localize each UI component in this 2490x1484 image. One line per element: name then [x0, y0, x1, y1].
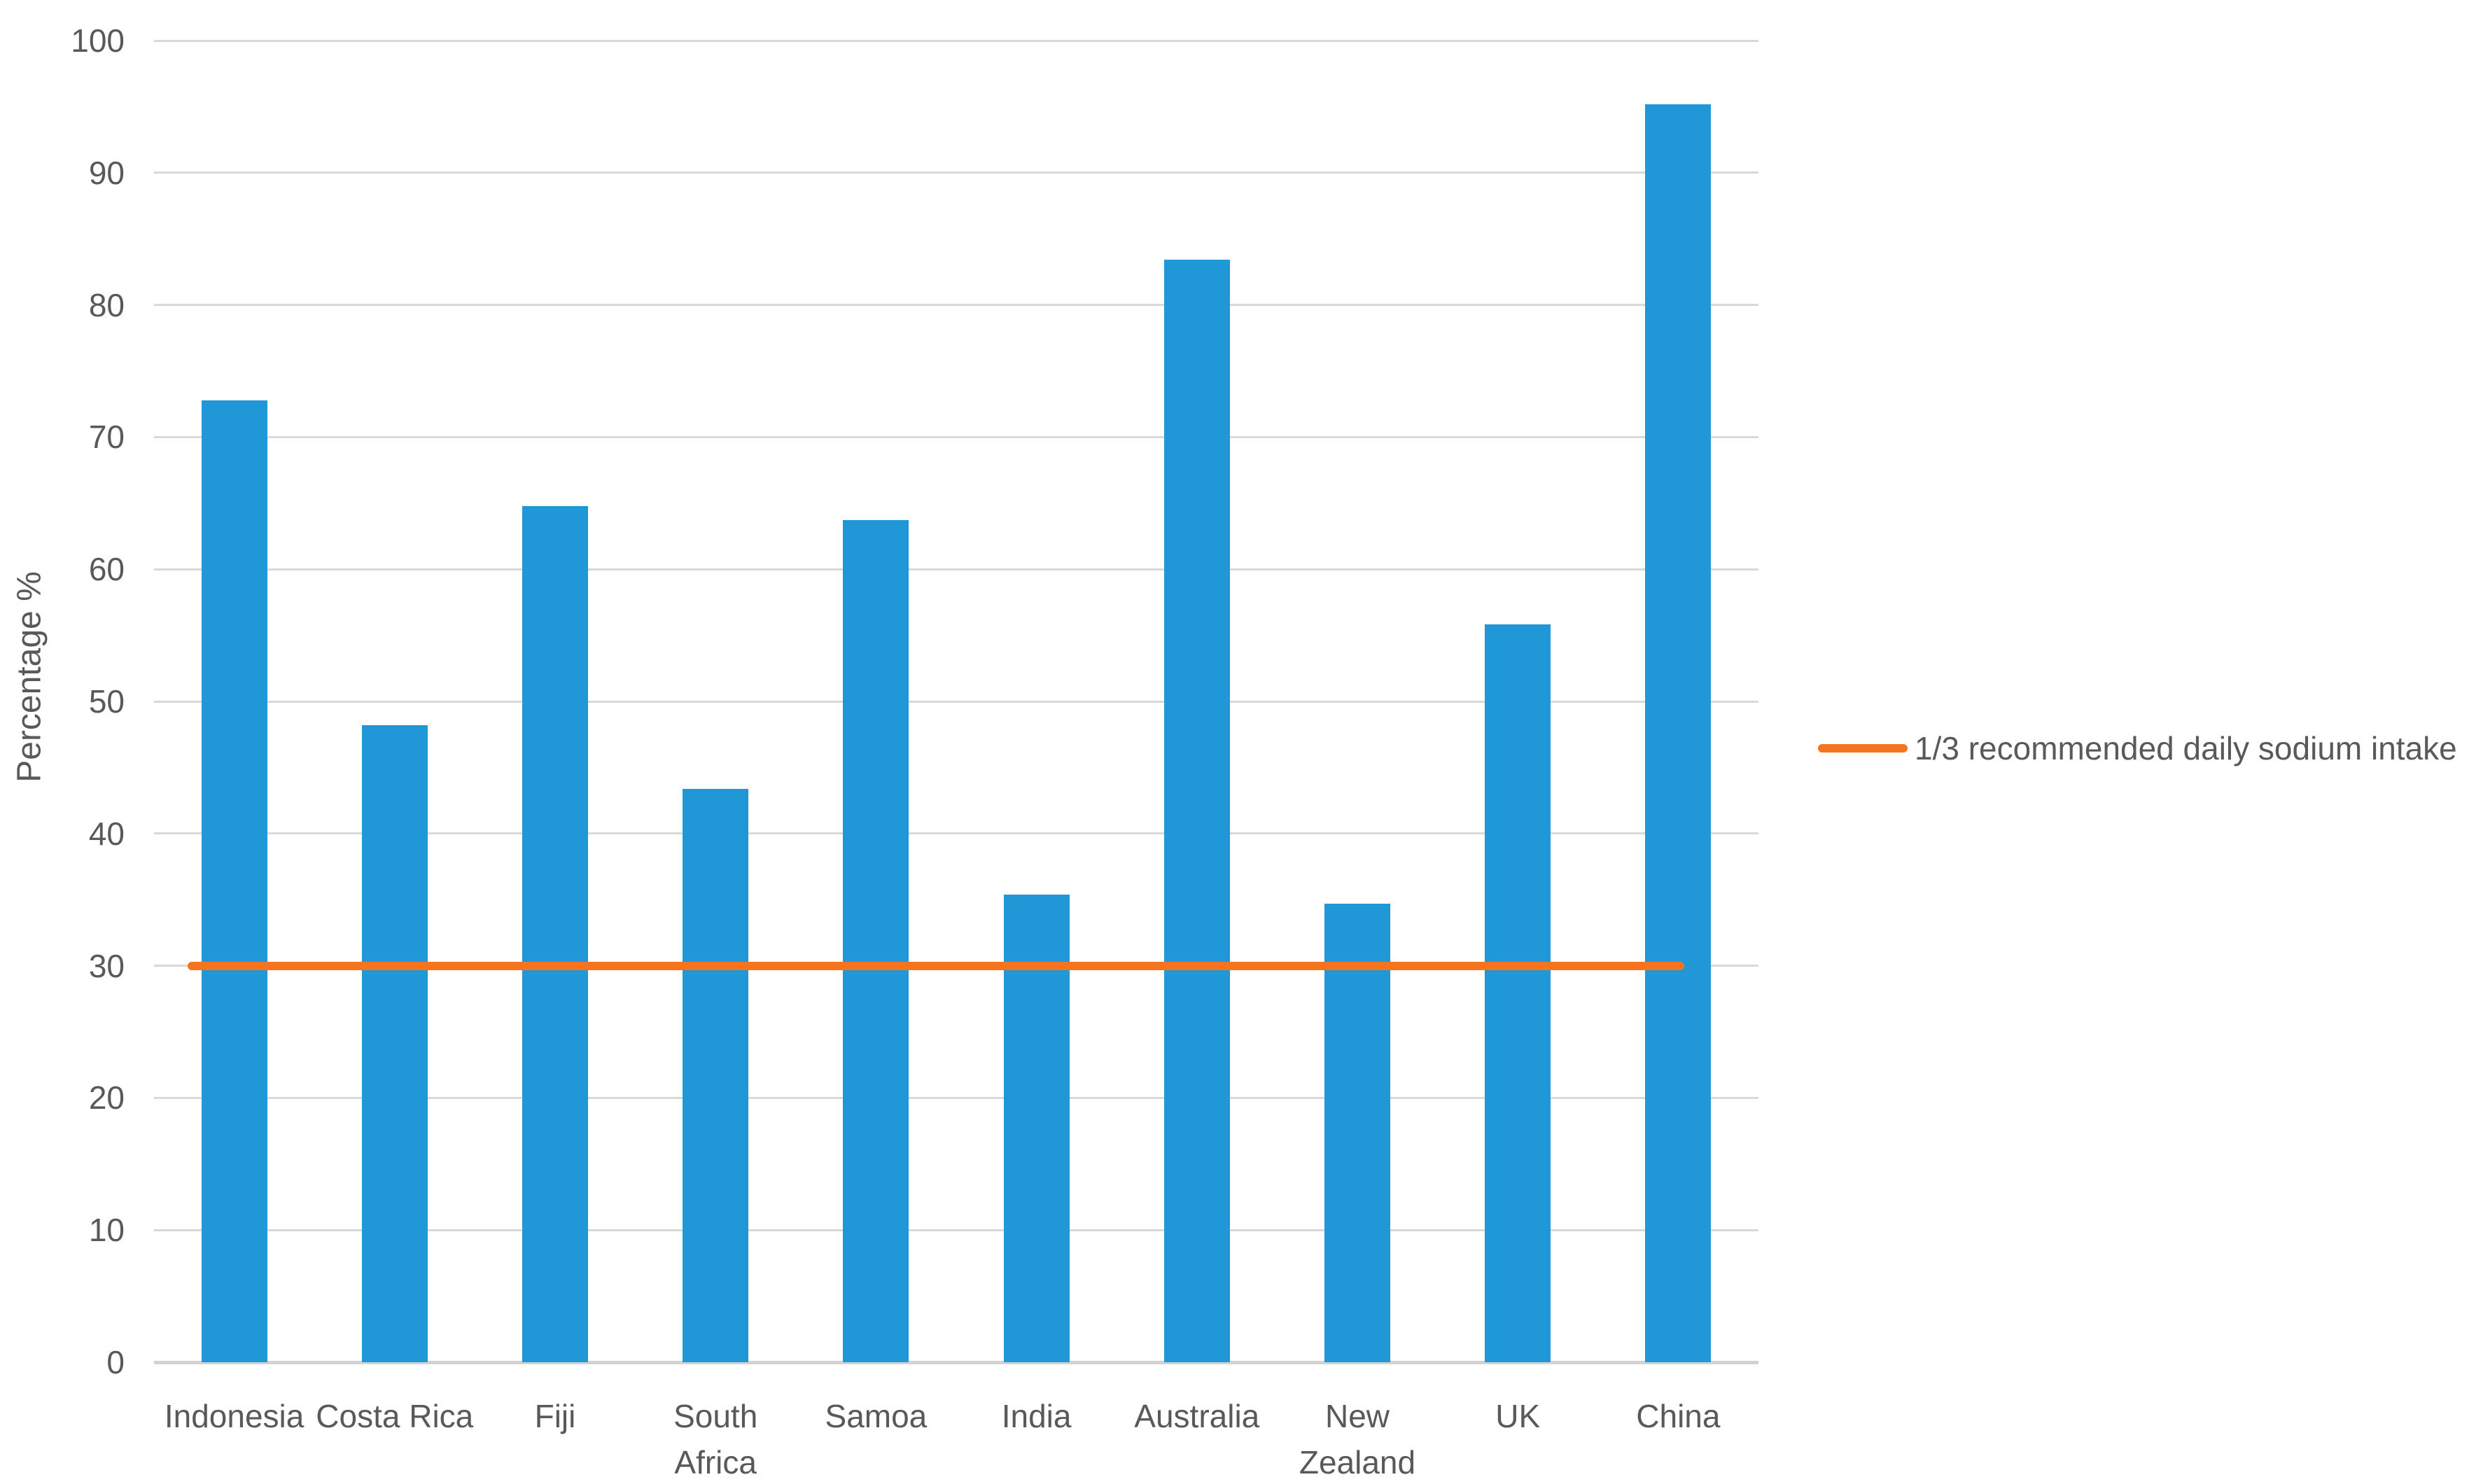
bar-australia [1163, 260, 1230, 1362]
legend: 1/3 recommended daily sodium intake [1818, 730, 2457, 766]
bar-indonesia [201, 400, 267, 1362]
gridline-90 [154, 172, 1758, 174]
x-axis-label-india: India [1001, 1398, 1072, 1434]
x-axis-label-china: China [1636, 1398, 1721, 1434]
y-tick-label-100: 100 [71, 22, 125, 59]
gridline-80 [154, 304, 1758, 307]
bar-uk [1485, 624, 1551, 1362]
bar-india [1003, 894, 1070, 1362]
y-tick-label-70: 70 [88, 419, 125, 456]
gridline-60 [154, 568, 1758, 570]
gridline-20 [154, 1096, 1758, 1099]
x-axis-label-samoa: Samoa [825, 1398, 928, 1434]
gridline-70 [154, 435, 1758, 438]
bar-south-africa [683, 788, 749, 1362]
y-tick-label-60: 60 [88, 551, 125, 588]
y-tick-label-20: 20 [88, 1079, 125, 1116]
legend-label: 1/3 recommended daily sodium intake [1915, 730, 2457, 766]
y-tick-label-30: 30 [88, 947, 125, 984]
y-tick-label-10: 10 [88, 1212, 125, 1249]
gridline-100 [154, 39, 1758, 42]
bar-china [1645, 104, 1712, 1362]
x-axis-label-new-zealand: New Zealand [1299, 1398, 1416, 1480]
bar-fiji [522, 505, 588, 1362]
gridline-40 [154, 832, 1758, 835]
y-tick-label-50: 50 [88, 683, 125, 720]
x-axis-label-indonesia: Indonesia [164, 1398, 305, 1434]
y-tick-label-90: 90 [88, 154, 125, 191]
reference-line [188, 961, 1684, 970]
x-axis-label-uk: UK [1495, 1398, 1541, 1434]
y-tick-label-0: 0 [106, 1344, 125, 1380]
x-axis-line [154, 1360, 1758, 1364]
x-axis-label-costa-rica: Costa Rica [316, 1398, 474, 1434]
legend-line-swatch [1818, 744, 1908, 752]
bar-costa-rica [361, 724, 428, 1362]
y-tick-label-40: 40 [88, 815, 125, 852]
bar-samoa [843, 520, 909, 1362]
x-axis-label-south-africa: South Africa [673, 1398, 758, 1480]
bar-new-zealand [1324, 903, 1390, 1362]
gridline-10 [154, 1228, 1758, 1231]
x-axis-label-fiji: Fiji [534, 1398, 576, 1434]
x-axis-label-australia: Australia [1134, 1398, 1260, 1434]
gridline-50 [154, 700, 1758, 703]
y-tick-label-80: 80 [88, 286, 125, 323]
